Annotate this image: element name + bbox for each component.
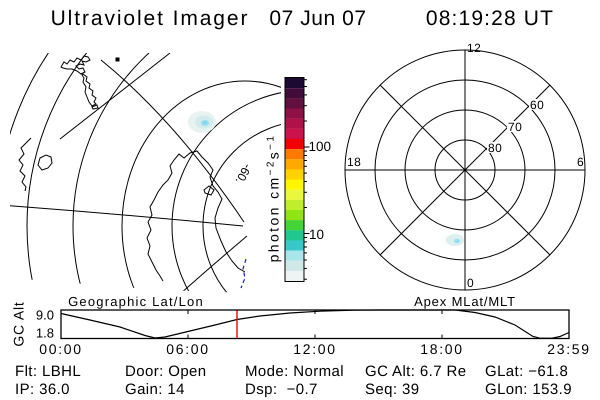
svg-text:GLat: −61.8: GLat: −61.8 xyxy=(485,363,568,380)
svg-text:Dsp: −0.7: Dsp: −0.7 xyxy=(245,381,318,398)
svg-text:18: 18 xyxy=(347,155,361,169)
svg-text:00:00: 00:00 xyxy=(39,341,83,357)
svg-text:Mode: Normal: Mode: Normal xyxy=(245,363,344,380)
svg-text:06:00: 06:00 xyxy=(166,341,210,357)
svg-text:60: 60 xyxy=(530,98,544,112)
svg-text:18:00: 18:00 xyxy=(420,341,464,357)
svg-text:Ultraviolet Imager: Ultraviolet Imager xyxy=(51,7,250,30)
svg-text:08:19:28 UT: 08:19:28 UT xyxy=(426,7,554,30)
svg-text:GC Alt: 6.7 Re: GC Alt: 6.7 Re xyxy=(365,363,466,380)
svg-text:0: 0 xyxy=(467,276,474,290)
svg-text:12: 12 xyxy=(467,41,481,55)
svg-text:IP: 36.0: IP: 36.0 xyxy=(15,381,70,398)
svg-text:Flt: LBHL: Flt: LBHL xyxy=(15,363,81,380)
svg-text:Seq: 39: Seq: 39 xyxy=(365,381,420,398)
svg-text:80: 80 xyxy=(488,141,502,155)
svg-text:Geographic Lat/Lon: Geographic Lat/Lon xyxy=(68,294,204,309)
svg-text:Apex MLat/MLT: Apex MLat/MLT xyxy=(414,294,516,309)
svg-text:GC Alt: GC Alt xyxy=(11,301,27,346)
svg-text:1.8: 1.8 xyxy=(36,326,54,341)
svg-text:12:00: 12:00 xyxy=(293,341,337,357)
svg-text:6: 6 xyxy=(577,155,584,169)
svg-text:23:59: 23:59 xyxy=(547,341,591,357)
svg-text:10: 10 xyxy=(309,227,324,242)
svg-text:9.0: 9.0 xyxy=(36,308,54,323)
svg-text:70: 70 xyxy=(508,120,522,134)
svg-text:100: 100 xyxy=(309,139,332,154)
svg-text:Door: Open: Door: Open xyxy=(125,363,207,380)
svg-text:07 Jun 07: 07 Jun 07 xyxy=(269,7,366,30)
svg-text:Gain: 14: Gain: 14 xyxy=(125,381,185,398)
svg-text:photon cm−2s−1: photon cm−2s−1 xyxy=(265,134,282,263)
svg-text:GLon: 153.9: GLon: 153.9 xyxy=(485,381,572,398)
